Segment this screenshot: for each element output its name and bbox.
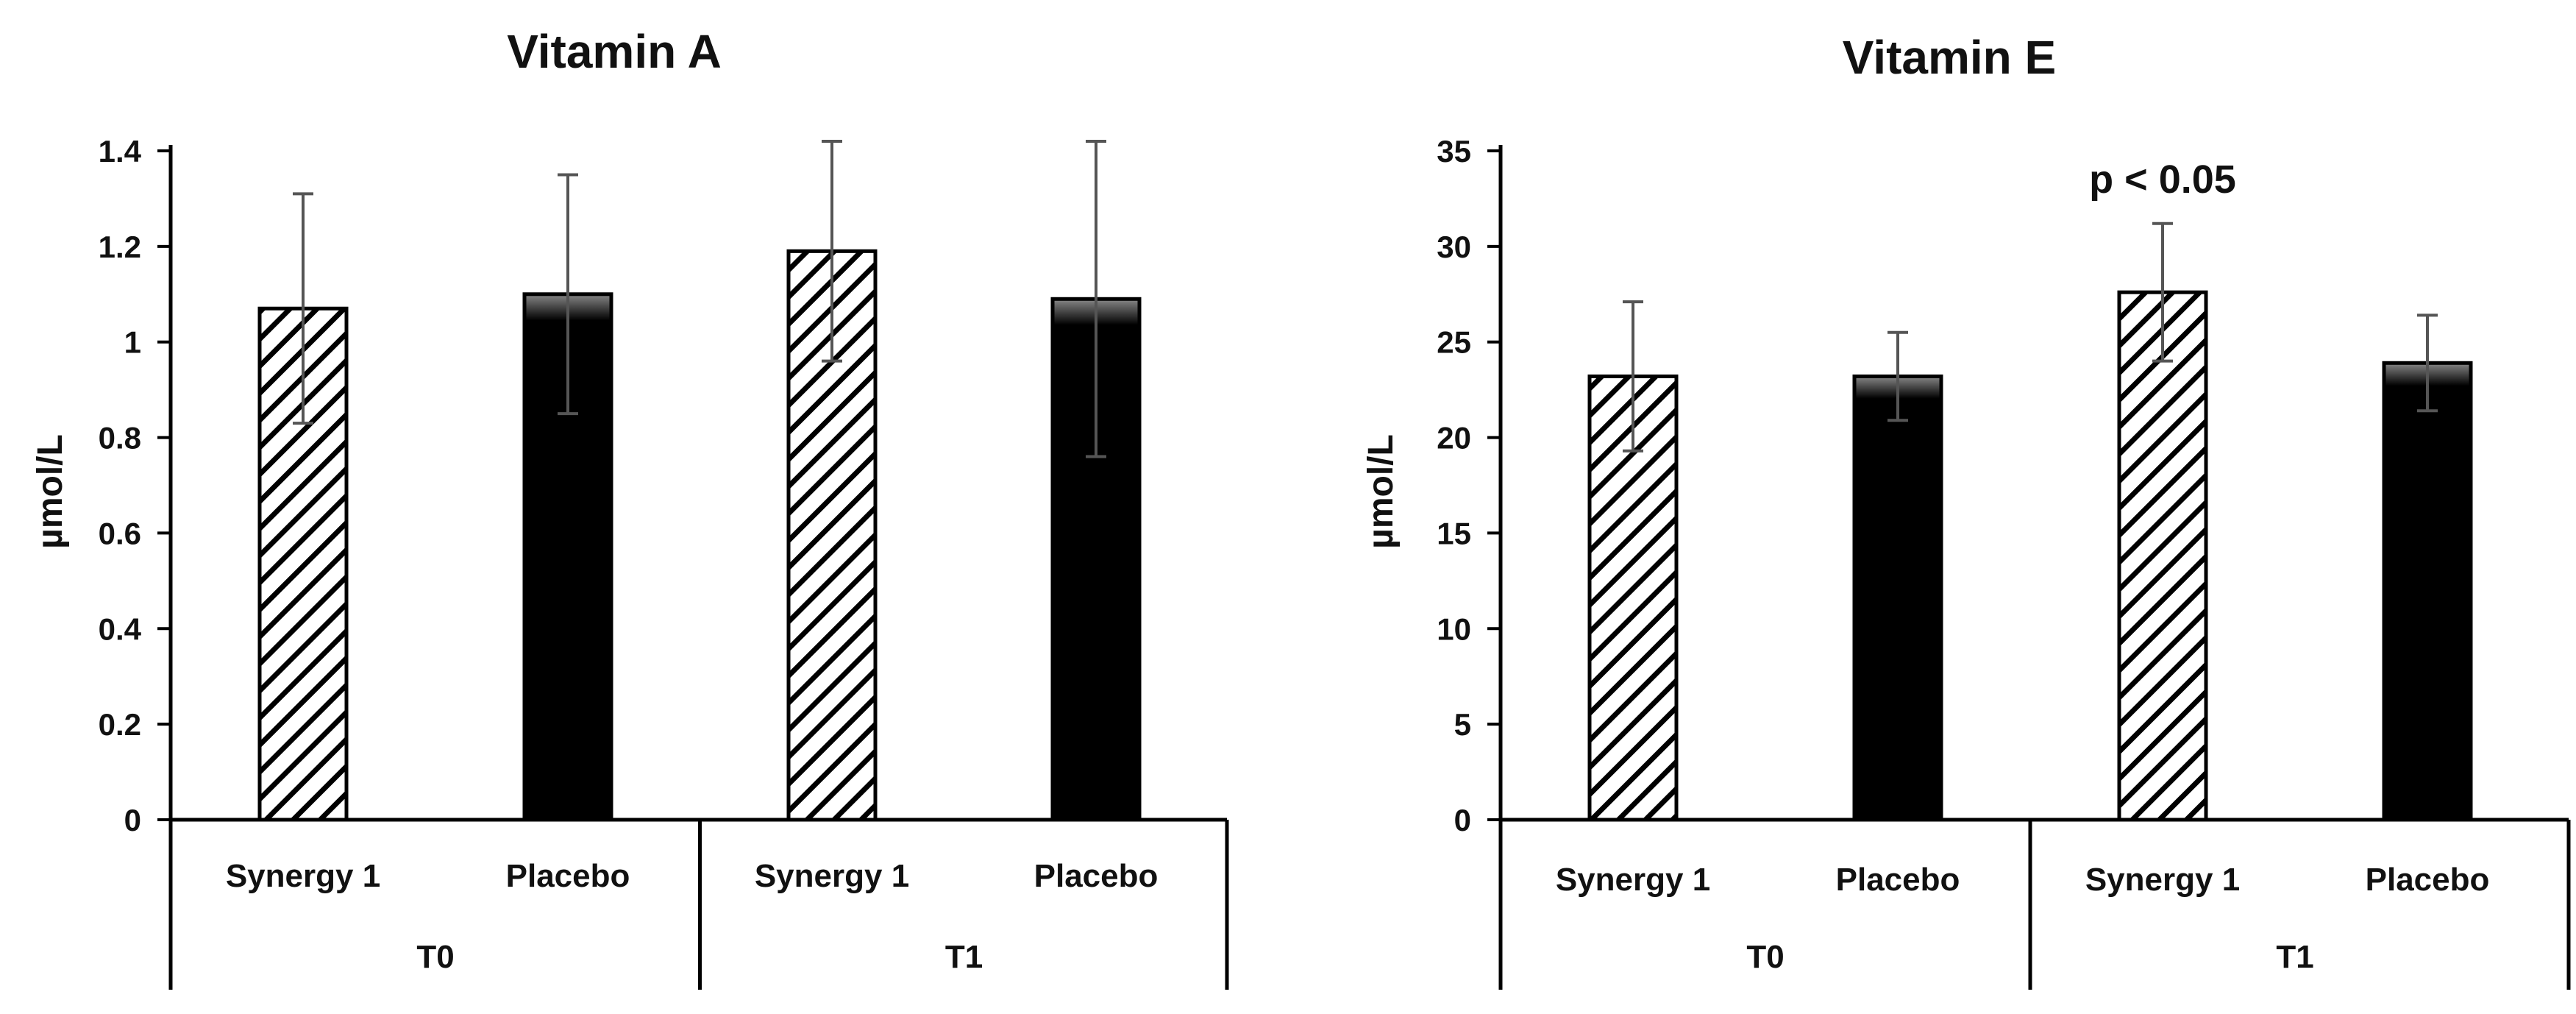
- bar-placebo: [1852, 374, 1943, 822]
- y-axis-label: µmol/L: [1362, 434, 1401, 549]
- bar-synergy-1: [2117, 290, 2208, 822]
- y-tick-label: 5: [1454, 707, 1471, 742]
- group-labels: T0 T1: [416, 939, 983, 975]
- y-tick-label: 1: [124, 325, 141, 360]
- y-tick-label: 10: [1437, 611, 1471, 646]
- bars: [257, 249, 1142, 822]
- category-label: Placebo: [2366, 862, 2490, 898]
- chart-title: Vitamin A: [507, 25, 722, 78]
- category-label: Placebo: [506, 858, 630, 894]
- y-tick-label: 15: [1437, 516, 1471, 550]
- y-tick-label: 35: [1437, 134, 1471, 169]
- y-tick-label: 0: [1454, 803, 1471, 837]
- y-tick-label: 0.4: [99, 611, 142, 646]
- y-tick-label: 0: [124, 803, 141, 837]
- category-labels: Synergy 1 Placebo Synergy 1 Placebo: [226, 858, 1159, 894]
- y-tick-label: 1.2: [99, 230, 141, 264]
- significance-annotation: p < 0.05: [2089, 157, 2236, 202]
- error-bars: [1623, 221, 2438, 453]
- category-label: Synergy 1: [755, 858, 909, 894]
- category-label: Synergy 1: [226, 858, 380, 894]
- group-label: T0: [416, 939, 454, 975]
- bar-placebo: [2382, 361, 2473, 822]
- y-tick-label: 30: [1437, 230, 1471, 264]
- group-label: T1: [945, 939, 983, 975]
- chart-title: Vitamin E: [1843, 31, 2056, 84]
- y-tick-label: 1.4: [99, 134, 142, 169]
- y-tick-label: 20: [1437, 421, 1471, 455]
- annotations: p < 0.05: [2089, 157, 2236, 202]
- y-tick-label: 0.6: [99, 516, 141, 550]
- category-label: Synergy 1: [2085, 862, 2240, 898]
- group-labels: T0 T1: [1746, 939, 2313, 975]
- y-axis-label: µmol/L: [31, 434, 70, 549]
- y-tick-label: 25: [1437, 325, 1471, 360]
- category-label: Placebo: [1034, 858, 1159, 894]
- vitamin-e-chart: Vitamin E µmol/L 0 5 10 15 20 25 30 35 Synergy …: [1362, 31, 2571, 990]
- y-ticks: 0 0.2 0.4 0.6 0.8 1 1.2 1.4: [99, 134, 171, 837]
- group-label: T1: [2276, 939, 2313, 975]
- category-label: Synergy 1: [1556, 862, 1710, 898]
- y-ticks: 0 5 10 15 20 25 30 35: [1437, 134, 1501, 837]
- category-labels: Synergy 1 Placebo Synergy 1 Placebo: [1556, 862, 2490, 898]
- vitamin-a-chart: Vitamin A µmol/L 0 0.2 0.4 0.6 0.8 1 1.2 1.4 Sy…: [31, 25, 1229, 990]
- error-bars: [293, 140, 1106, 458]
- y-tick-label: 0.8: [99, 421, 141, 455]
- group-label: T0: [1746, 939, 1784, 975]
- y-tick-label: 0.2: [99, 707, 141, 742]
- category-label: Placebo: [1836, 862, 1960, 898]
- bars: [1587, 290, 2473, 822]
